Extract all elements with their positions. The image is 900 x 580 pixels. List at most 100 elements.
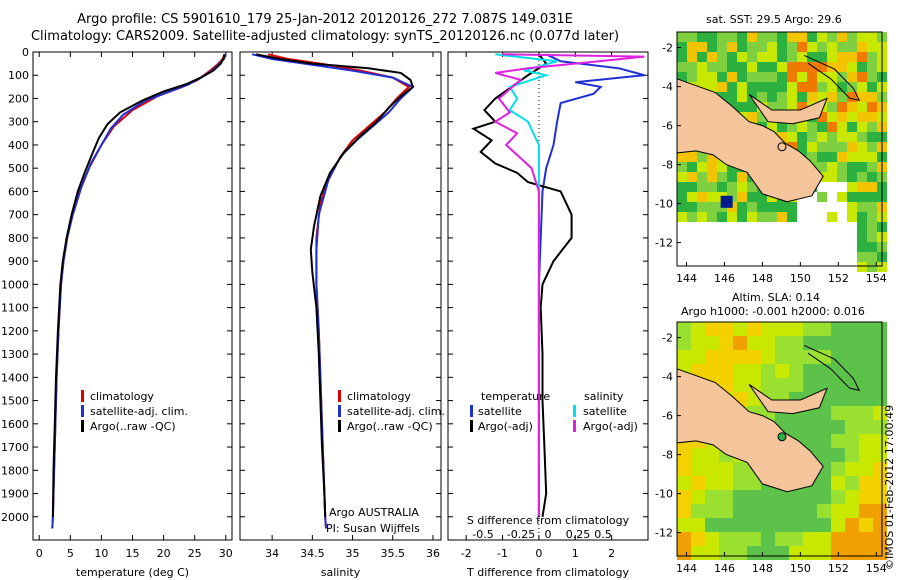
sla-argo-marker <box>777 432 787 442</box>
sst-map-cell <box>827 142 837 152</box>
sla-map-cell <box>775 364 789 378</box>
sst-map-cell <box>787 52 797 62</box>
sla-map-cell <box>845 546 859 560</box>
sst-map-xtick-label: 146 <box>714 272 735 285</box>
sla-map-cell <box>775 350 789 364</box>
sla-map-cell <box>789 518 803 532</box>
sst-map-cell <box>817 132 827 142</box>
sla-map-cell <box>691 322 705 336</box>
sla-map-cell <box>831 364 845 378</box>
sst-map-cell <box>857 182 867 192</box>
sst-map-cell <box>757 72 767 82</box>
sla-map-cell <box>747 490 761 504</box>
sst-map-cell <box>847 32 857 42</box>
sst-map-cell <box>797 52 807 62</box>
sla-map-cell <box>859 546 873 560</box>
sst-map-cell <box>697 72 707 82</box>
sst-map-cell <box>727 62 737 72</box>
sst-map-cell <box>777 102 787 112</box>
sst-map-cell <box>677 62 687 72</box>
sst-map-cell <box>847 142 857 152</box>
diff-legend-temp-label: Argo(-adj) <box>478 420 533 433</box>
sst-map-cell <box>827 212 837 222</box>
sst-map-cell <box>857 132 867 142</box>
sla-land-png <box>676 368 824 493</box>
depth-tick-label: 500 <box>8 162 29 175</box>
sst-map-cell <box>757 112 767 122</box>
sla-map-cell <box>831 336 845 350</box>
sst-map-cell <box>737 32 747 42</box>
sst-map-frame <box>676 31 883 267</box>
imos-credit: ©IMOS 01-Feb-2012 17:00:49 <box>883 404 896 570</box>
sst-map-cell <box>707 162 717 172</box>
sst-map-cell <box>857 172 867 182</box>
sst-map-cell <box>757 62 767 72</box>
sst-map-cell <box>727 42 737 52</box>
sst-map-cell <box>817 92 827 102</box>
sst-map-cell <box>687 212 697 222</box>
temperature-profile-xtick-label: 0 <box>36 547 43 560</box>
sst-map-cell <box>837 102 847 112</box>
sla-map-ytick-label: -2 <box>662 332 673 345</box>
sla-map-cell <box>677 518 691 532</box>
sst-map-cell <box>817 52 827 62</box>
sla-coast-new-ireland <box>803 344 861 391</box>
sla-map-cell <box>719 476 733 490</box>
diff-legend-sal-label: satellite <box>583 405 627 418</box>
sst-map-cell <box>737 42 747 52</box>
sst-map-cell <box>767 72 777 82</box>
sst-map-cell <box>847 52 857 62</box>
sla-map-cell <box>775 490 789 504</box>
sla-land-new-britain <box>748 383 828 415</box>
sla-map-cell <box>873 364 887 378</box>
sst-map-cell <box>687 32 697 42</box>
diff-legend-swatch <box>573 420 576 432</box>
sla-map-cell <box>817 448 831 462</box>
sst-map-cell <box>847 92 857 102</box>
sla-map-cell <box>677 462 691 476</box>
salinity-note-pi: PI: Susan Wijffels <box>326 522 420 535</box>
sst-map-cell <box>697 52 707 62</box>
sst-map-cell <box>787 102 797 112</box>
sst-map-cell <box>727 72 737 82</box>
sst-map-cell <box>737 202 747 212</box>
sla-map-cell <box>733 518 747 532</box>
sst-land-png <box>676 78 824 203</box>
sla-map-cell <box>733 350 747 364</box>
difference-profile-xtick-label: -2 <box>461 547 472 560</box>
sst-map-cell <box>757 202 767 212</box>
sla-map-xtick-label: 144 <box>676 562 697 575</box>
sst-map-cell <box>827 122 837 132</box>
sla-map-cell <box>677 350 691 364</box>
sst-map-cell <box>867 242 877 252</box>
sla-map-cell <box>845 378 859 392</box>
sst-map-cell <box>837 42 847 52</box>
sla-map-cell <box>873 448 887 462</box>
sst-map-cell <box>717 92 727 102</box>
sla-map-cell <box>719 336 733 350</box>
sla-map-cell <box>873 504 887 518</box>
sst-map-cell <box>777 42 787 52</box>
sst-map-cell <box>867 252 877 262</box>
sst-map-cell <box>687 62 697 72</box>
sst-map-cell <box>787 82 797 92</box>
sla-map-cell <box>831 420 845 434</box>
sla-map-cell <box>817 350 831 364</box>
sst-map-cell <box>677 192 687 202</box>
sst-map-cell <box>857 102 867 112</box>
sla-map-cell <box>705 532 719 546</box>
depth-tick-label: 700 <box>8 209 29 222</box>
sla-map-ytick-label: -8 <box>662 449 673 462</box>
sst-map-cell <box>847 112 857 122</box>
sst-map-cell <box>777 212 787 222</box>
sst-map-cell <box>727 182 737 192</box>
sst-map-cell <box>837 52 847 62</box>
sla-map-cell <box>719 350 733 364</box>
sst-map-cell <box>687 182 697 192</box>
sla-map-cell <box>761 350 775 364</box>
sla-map-cell <box>747 336 761 350</box>
sst-map-cell <box>797 62 807 72</box>
diff-s-axis-label: S difference from climatology <box>467 514 630 527</box>
sst-map-cell <box>807 72 817 82</box>
salinity-profile-series-2 <box>255 53 415 517</box>
